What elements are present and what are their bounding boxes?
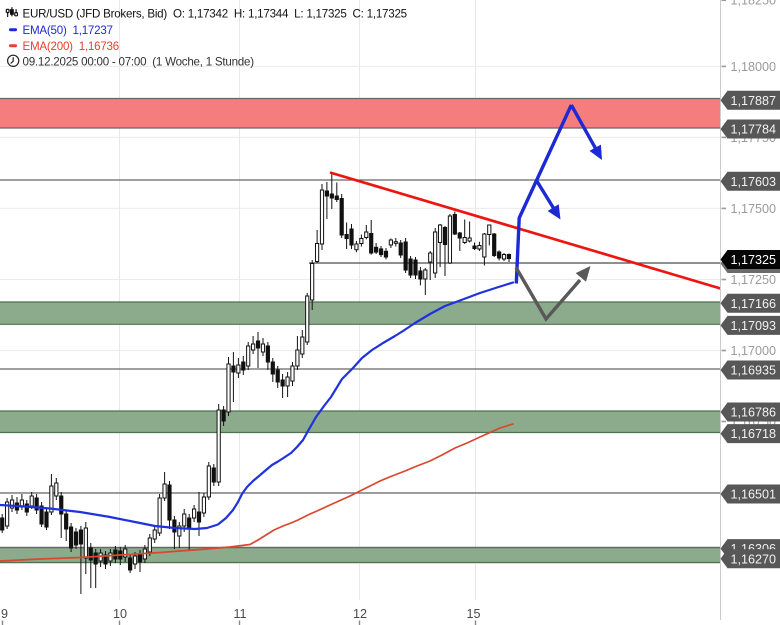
svg-text:1,16718: 1,16718 — [731, 427, 777, 441]
svg-text:1,17500: 1,17500 — [731, 202, 777, 216]
svg-text:11: 11 — [233, 607, 246, 621]
svg-text:1,16270: 1,16270 — [731, 552, 777, 566]
svg-text:1,17166: 1,17166 — [731, 297, 777, 311]
svg-text:1,17093: 1,17093 — [731, 319, 777, 333]
svg-text:1,17000: 1,17000 — [731, 344, 777, 358]
svg-text:EUR/USD (JFD Brokers, Bid) O:: EUR/USD (JFD Brokers, Bid) O: 1,17342 H:… — [23, 8, 407, 21]
svg-text:1,18000: 1,18000 — [731, 60, 777, 74]
svg-text:1,17784: 1,17784 — [731, 123, 777, 137]
svg-text:15: 15 — [466, 607, 480, 621]
svg-text:1,17325: 1,17325 — [731, 253, 777, 267]
svg-text:1,16935: 1,16935 — [731, 364, 777, 378]
svg-text:1,17250: 1,17250 — [731, 273, 777, 287]
svg-text:12: 12 — [353, 607, 367, 621]
svg-text:1,16786: 1,16786 — [731, 406, 777, 420]
svg-text:1,18250: 1,18250 — [731, 0, 777, 8]
svg-text:1,16501: 1,16501 — [731, 488, 777, 502]
svg-text:EMA(200) 1,16736: EMA(200) 1,16736 — [23, 40, 119, 53]
svg-text:09.12.2025 00:00 - 07:00 (1 W: 09.12.2025 00:00 - 07:00 (1 Woche, 1 Stu… — [23, 55, 255, 68]
svg-text:1,17887: 1,17887 — [731, 94, 777, 108]
svg-text:EMA(50) 1,17237: EMA(50) 1,17237 — [23, 24, 113, 37]
svg-text:9: 9 — [1, 607, 8, 621]
svg-text:10: 10 — [113, 607, 127, 621]
svg-text:1,17603: 1,17603 — [731, 175, 777, 189]
